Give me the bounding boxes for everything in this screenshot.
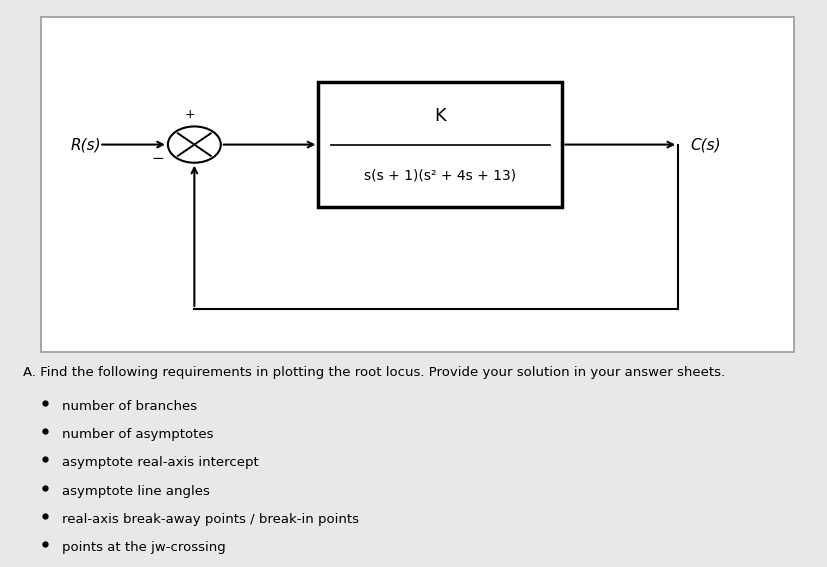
Text: number of branches: number of branches (62, 400, 197, 413)
Text: A. Find the following requirements in plotting the root locus. Provide your solu: A. Find the following requirements in pl… (23, 366, 725, 379)
Text: s(s + 1)(s² + 4s + 13): s(s + 1)(s² + 4s + 13) (365, 169, 516, 183)
Text: −: − (151, 151, 164, 166)
Text: points at the jw-crossing: points at the jw-crossing (62, 541, 226, 555)
Text: R(s): R(s) (70, 137, 101, 152)
Text: +: + (185, 108, 195, 121)
Text: C(s): C(s) (691, 137, 721, 152)
Circle shape (168, 126, 221, 163)
Text: number of asymptotes: number of asymptotes (62, 428, 213, 441)
Bar (318, 82, 562, 207)
Text: asymptote real-axis intercept: asymptote real-axis intercept (62, 456, 259, 469)
Text: real-axis break-away points / break-in points: real-axis break-away points / break-in p… (62, 513, 359, 526)
Bar (41, 17, 794, 352)
Text: asymptote line angles: asymptote line angles (62, 485, 210, 498)
Text: K: K (434, 107, 447, 125)
